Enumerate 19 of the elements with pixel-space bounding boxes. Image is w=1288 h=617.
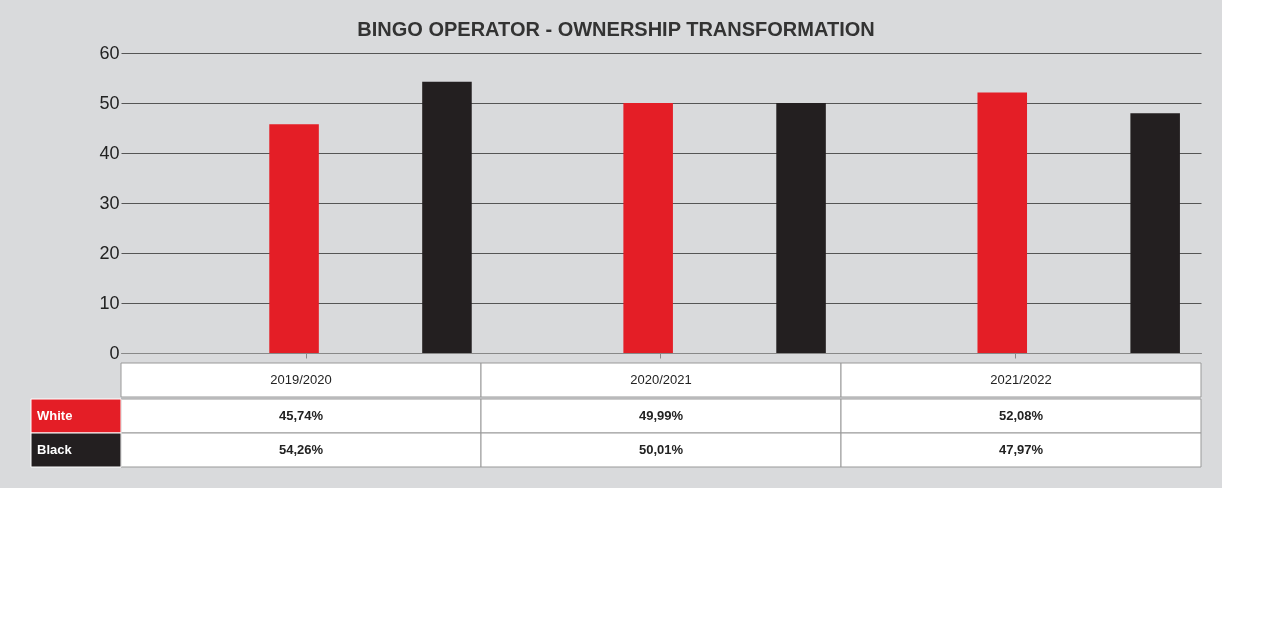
x-tick-label: 2019/2020 [270,372,332,387]
text: White [37,408,73,423]
text: Black [37,442,73,457]
y-tick-label: 10 [99,292,120,313]
data-label: 50,01% [638,442,684,457]
x-tick-label: 2021/2022 [990,372,1052,387]
y-tick-label: 40 [99,142,120,163]
data-label: 45,74% [278,408,324,423]
y-tick-label: 20 [99,242,120,263]
y-tick-label: 0 [109,342,120,363]
y-tick-label: 50 [99,92,120,113]
data-label: 49,99% [638,408,684,423]
y-tick-label: 60 [99,42,120,63]
x-tick-label: 2020/2021 [630,372,692,387]
data-label: 52,08% [998,408,1044,423]
chart-title: BINGO OPERATOR - OWNERSHIP TRANSFORMATION [357,18,875,40]
y-tick-label: 30 [99,192,120,213]
data-label: 54,26% [278,442,324,457]
data-label: 47,97% [998,442,1044,457]
